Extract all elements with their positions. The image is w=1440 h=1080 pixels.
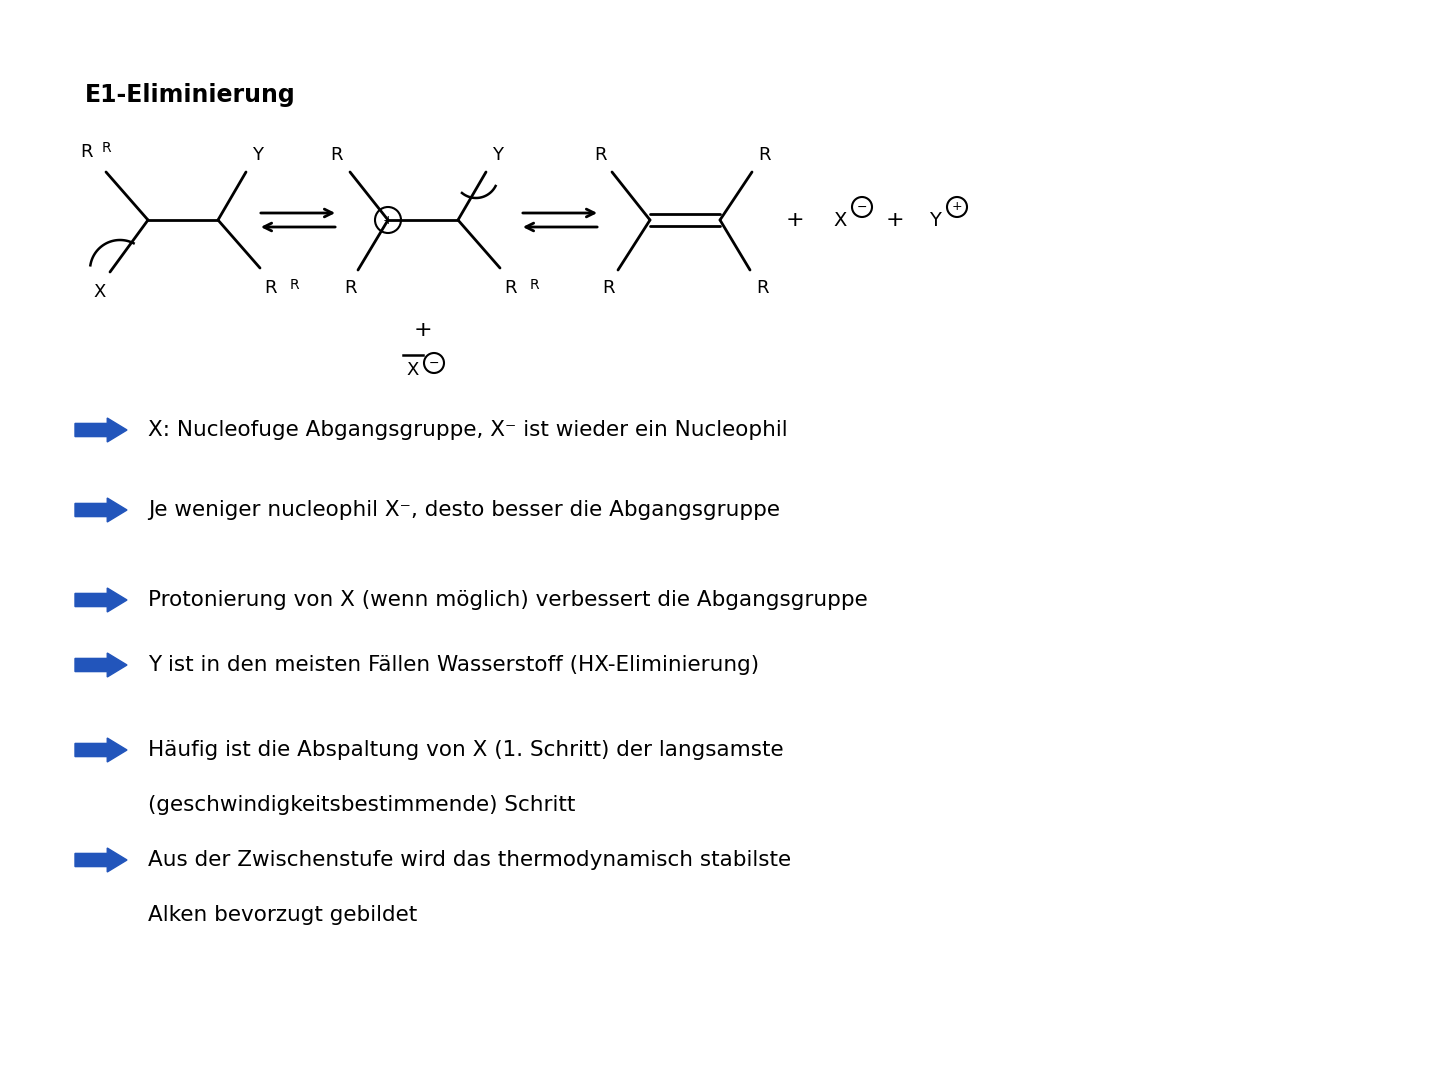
Text: X: X <box>94 283 107 301</box>
Text: R: R <box>593 146 606 164</box>
Text: R: R <box>504 279 517 297</box>
Text: Häufig ist die Abspaltung von X (1. Schritt) der langsamste: Häufig ist die Abspaltung von X (1. Schr… <box>148 740 783 760</box>
Text: R: R <box>289 278 300 292</box>
Text: Y: Y <box>252 146 264 164</box>
FancyArrow shape <box>75 588 127 612</box>
Text: R: R <box>759 146 772 164</box>
Text: Alken bevorzugt gebildet: Alken bevorzugt gebildet <box>148 905 418 924</box>
Text: +: + <box>413 320 432 340</box>
Text: +: + <box>886 210 904 230</box>
Text: R: R <box>264 279 276 297</box>
Text: X: Nucleofuge Abgangsgruppe, X⁻ ist wieder ein Nucleophil: X: Nucleofuge Abgangsgruppe, X⁻ ist wied… <box>148 420 788 440</box>
Text: R: R <box>756 279 769 297</box>
FancyArrow shape <box>75 738 127 762</box>
Text: (geschwindigkeitsbestimmende) Schritt: (geschwindigkeitsbestimmende) Schritt <box>148 795 576 815</box>
Text: Y: Y <box>929 211 940 230</box>
Text: E1-Eliminierung: E1-Eliminierung <box>85 83 295 107</box>
Text: R: R <box>602 279 615 297</box>
Text: R: R <box>330 146 343 164</box>
Text: +: + <box>383 214 393 227</box>
Text: R: R <box>79 143 92 161</box>
Text: Je weniger nucleophil X⁻, desto besser die Abgangsgruppe: Je weniger nucleophil X⁻, desto besser d… <box>148 500 780 519</box>
Text: Aus der Zwischenstufe wird das thermodynamisch stabilste: Aus der Zwischenstufe wird das thermodyn… <box>148 850 791 870</box>
Text: X: X <box>834 211 847 230</box>
Text: Protonierung von X (wenn möglich) verbessert die Abgangsgruppe: Protonierung von X (wenn möglich) verbes… <box>148 590 868 610</box>
FancyArrow shape <box>75 418 127 442</box>
Text: Y: Y <box>492 146 504 164</box>
Text: R: R <box>101 141 111 156</box>
FancyArrow shape <box>75 498 127 522</box>
Text: −: − <box>857 201 867 214</box>
Text: +: + <box>952 201 962 214</box>
Text: Y ist in den meisten Fällen Wasserstoff (HX-Eliminierung): Y ist in den meisten Fällen Wasserstoff … <box>148 654 759 675</box>
Text: −: − <box>429 356 439 369</box>
Text: R: R <box>344 279 356 297</box>
Text: X: X <box>408 361 419 379</box>
FancyArrow shape <box>75 653 127 677</box>
Text: +: + <box>786 210 805 230</box>
FancyArrow shape <box>75 848 127 872</box>
Text: R: R <box>528 278 539 292</box>
